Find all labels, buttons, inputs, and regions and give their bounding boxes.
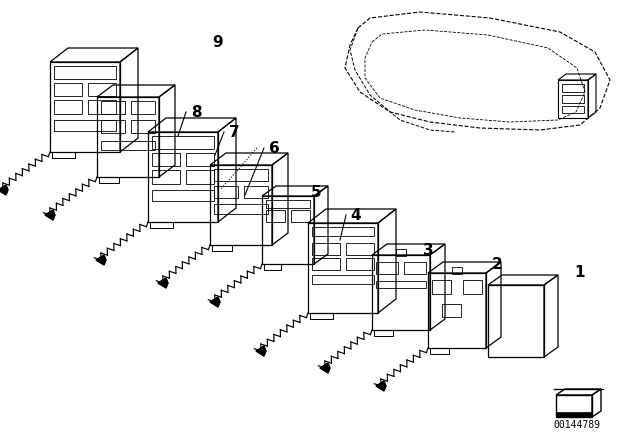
Text: 7: 7 — [228, 125, 239, 139]
Bar — [404, 263, 426, 275]
Bar — [101, 141, 155, 151]
Bar — [152, 136, 214, 149]
Polygon shape — [320, 363, 330, 373]
Bar — [346, 242, 374, 255]
Text: 9: 9 — [212, 34, 223, 49]
Text: 4: 4 — [351, 207, 362, 223]
Bar — [131, 101, 155, 114]
Bar — [312, 276, 374, 284]
Polygon shape — [0, 185, 8, 195]
Bar — [214, 204, 268, 214]
Bar — [396, 249, 406, 256]
Text: 8: 8 — [191, 104, 202, 120]
Bar — [291, 210, 310, 222]
Bar — [186, 170, 214, 184]
Bar — [244, 185, 268, 198]
Bar — [101, 120, 125, 133]
Bar — [452, 267, 462, 274]
Bar — [442, 304, 461, 317]
Bar — [562, 106, 584, 113]
Bar — [562, 95, 584, 103]
Bar — [214, 185, 238, 198]
Bar — [88, 100, 116, 113]
Text: 2: 2 — [492, 257, 502, 271]
Polygon shape — [210, 297, 220, 307]
Polygon shape — [256, 346, 266, 356]
Text: 00144789: 00144789 — [554, 420, 600, 430]
Bar — [266, 200, 310, 208]
Polygon shape — [556, 412, 592, 417]
Bar — [264, 264, 281, 270]
Bar — [430, 348, 449, 354]
Bar — [99, 177, 119, 183]
Bar — [131, 120, 155, 133]
Bar — [562, 84, 584, 92]
Bar — [52, 152, 75, 158]
Bar — [186, 153, 214, 166]
Polygon shape — [158, 278, 168, 288]
Bar — [312, 258, 340, 271]
Bar — [54, 66, 116, 79]
Bar — [101, 101, 125, 114]
Bar — [310, 313, 333, 319]
Text: 6: 6 — [269, 141, 280, 155]
Bar — [54, 83, 82, 96]
Polygon shape — [96, 255, 106, 265]
Bar — [463, 280, 482, 294]
Bar — [214, 169, 268, 181]
Bar — [54, 120, 116, 131]
Bar — [152, 190, 214, 201]
Text: 1: 1 — [575, 264, 585, 280]
Bar — [266, 210, 285, 222]
Bar — [312, 242, 340, 255]
Text: 3: 3 — [422, 242, 433, 258]
Bar — [374, 330, 393, 336]
Bar — [312, 227, 374, 236]
Polygon shape — [45, 210, 55, 220]
Text: 5: 5 — [310, 185, 321, 199]
Bar — [376, 281, 426, 289]
Bar — [432, 280, 451, 294]
Bar — [54, 100, 82, 113]
Bar — [212, 245, 232, 251]
Bar — [346, 258, 374, 271]
Bar — [88, 83, 116, 96]
Bar — [152, 170, 180, 184]
Polygon shape — [376, 381, 386, 391]
Bar — [376, 263, 398, 275]
Bar — [152, 153, 180, 166]
Bar — [150, 222, 173, 228]
